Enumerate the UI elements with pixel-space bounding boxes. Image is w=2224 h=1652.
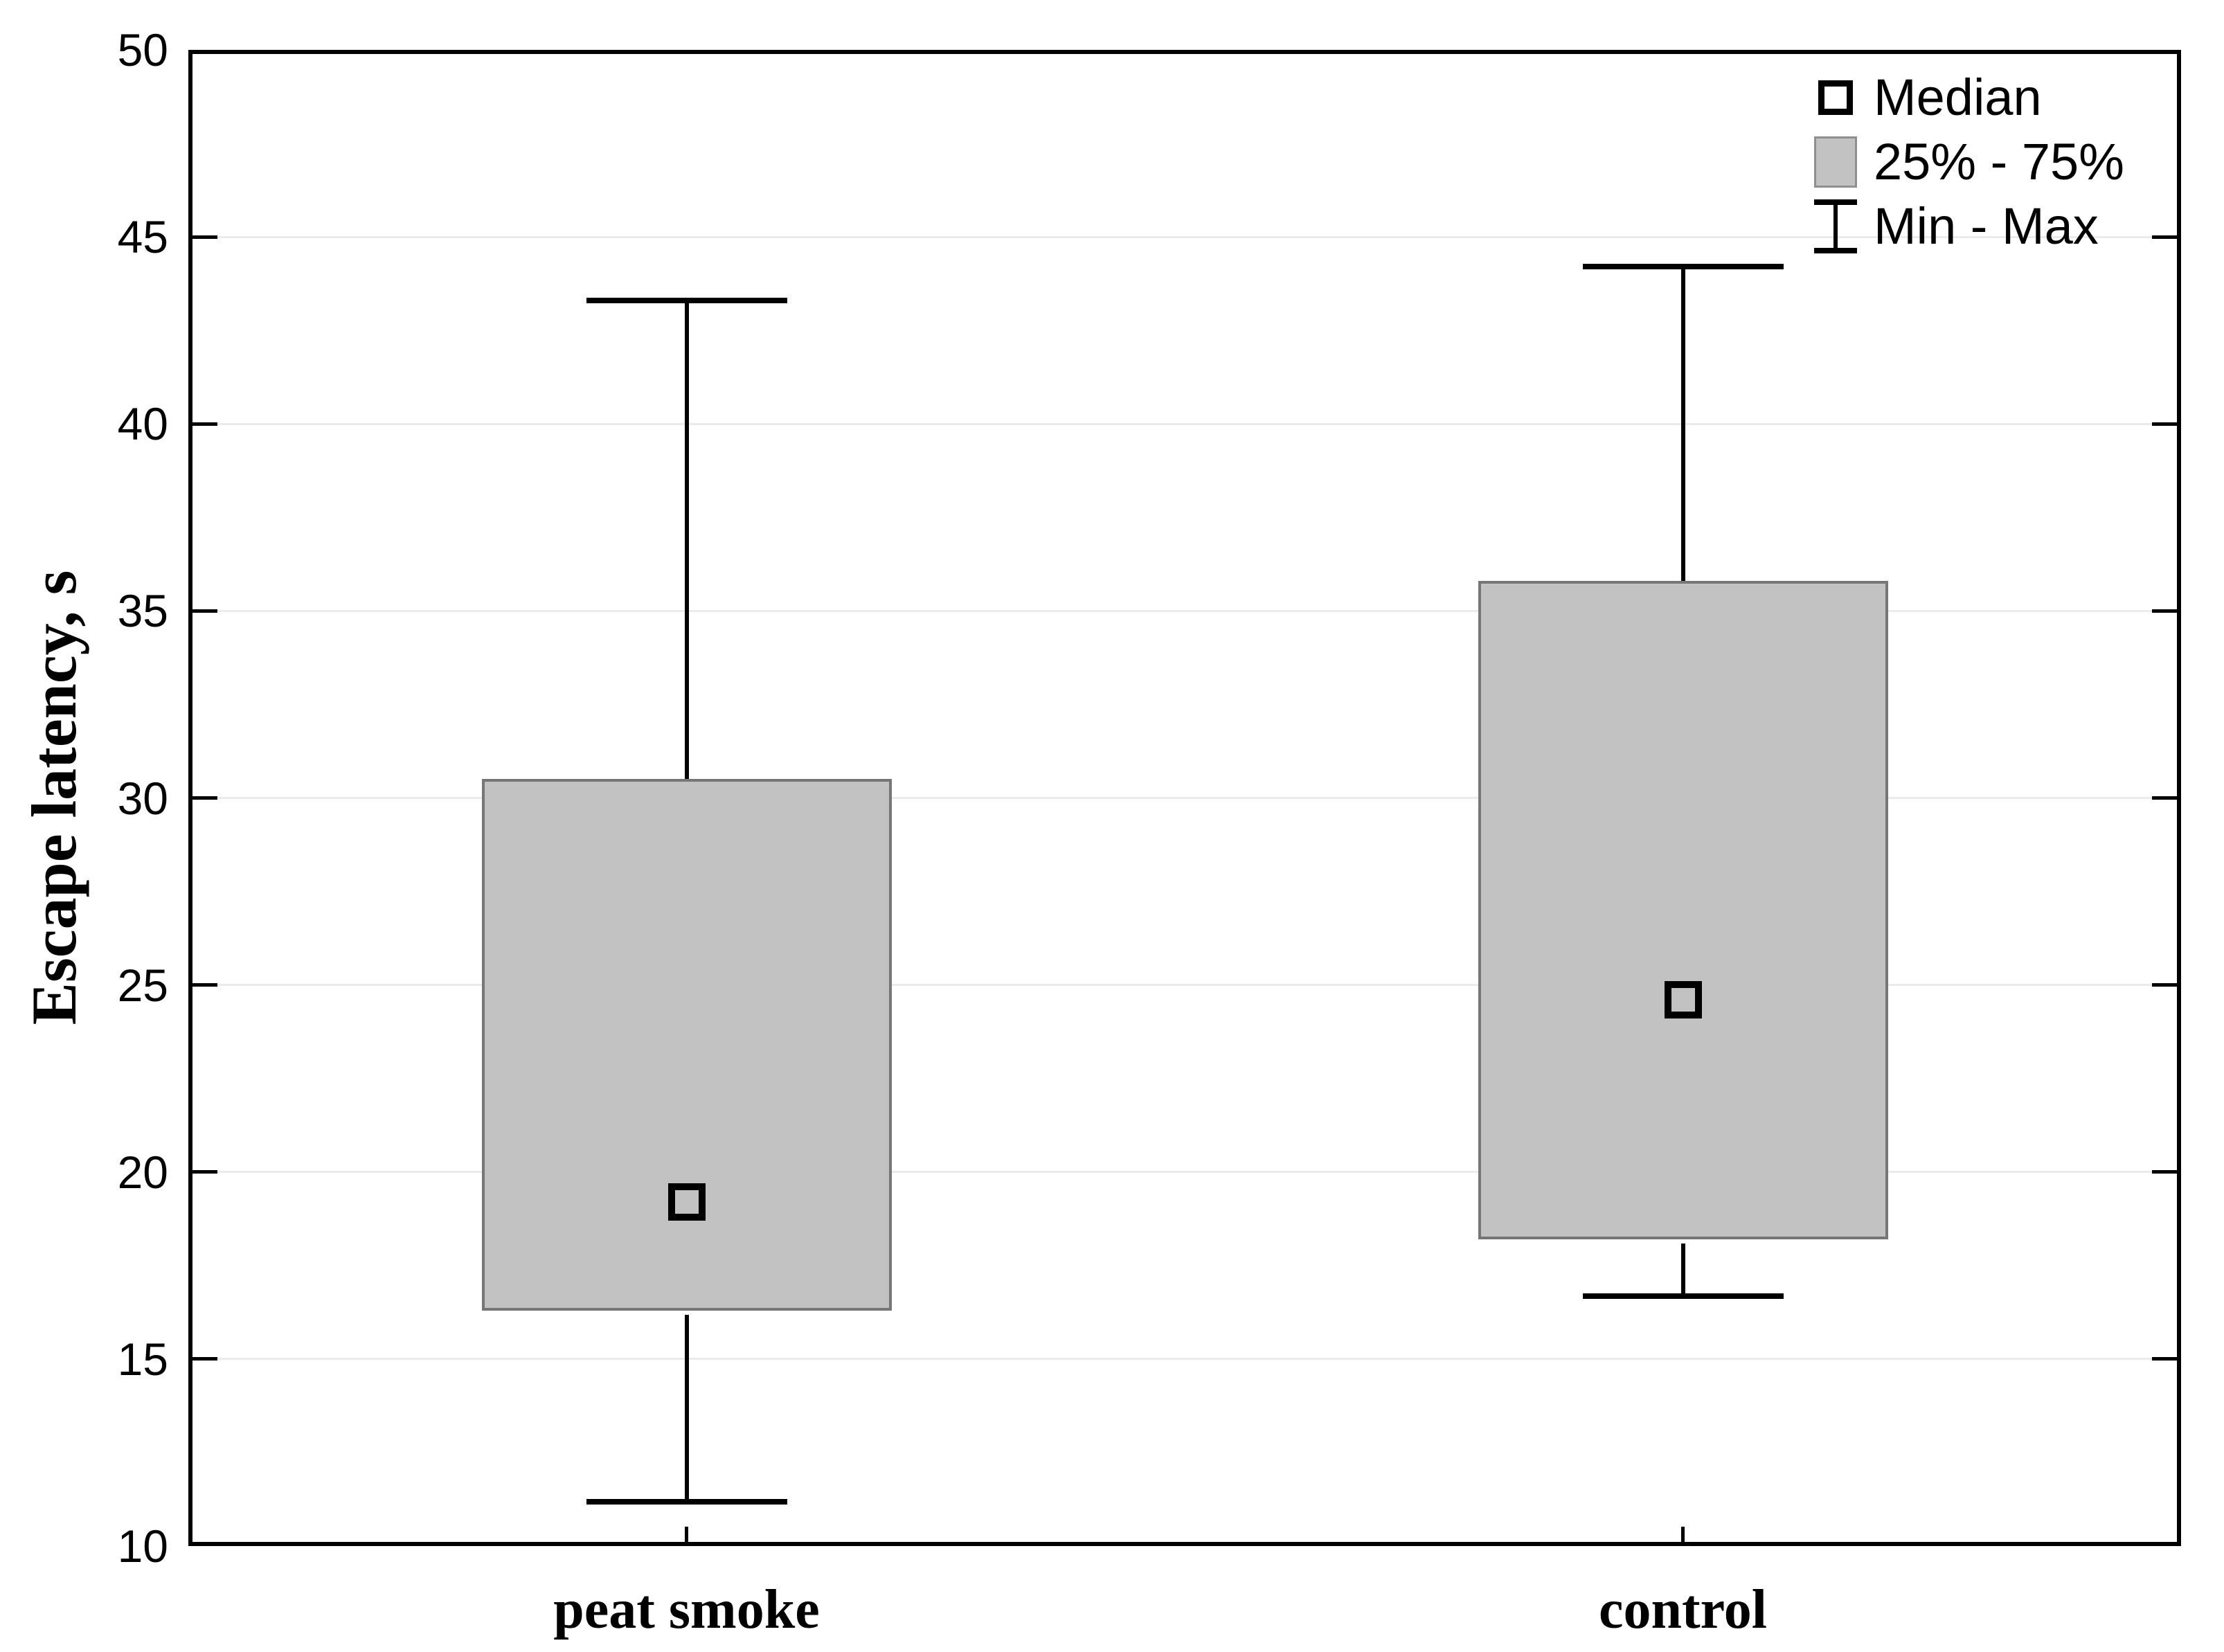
y-tick-mark-right-40 (2152, 422, 2177, 426)
median-marker-peat-smoke (667, 1183, 706, 1221)
median-square-icon (1818, 80, 1853, 115)
y-tick-mark-left-30 (192, 796, 217, 800)
y-tick-label-25: 25 (117, 959, 168, 1011)
lower-whisker-peat-smoke (684, 1314, 689, 1502)
y-tick-mark-left-40 (192, 422, 217, 426)
whisker-stem-glyph (1833, 201, 1838, 251)
y-tick-label-10: 10 (117, 1520, 168, 1572)
y-tick-label-20: 20 (117, 1146, 168, 1198)
y-tick-label-15: 15 (117, 1333, 168, 1385)
gridline-45 (192, 235, 2177, 238)
gridline-30 (192, 797, 2177, 799)
min-max-whisker-icon (1814, 199, 1857, 253)
legend-item-median: Median (1807, 65, 2124, 129)
legend: Median 25% - 75% Min - Max (1807, 65, 2124, 258)
legend-label-median: Median (1874, 68, 2042, 126)
whisker-cap-glyph (1814, 247, 1857, 253)
y-tick-mark-right-35 (2152, 609, 2177, 613)
gridline-15 (192, 1358, 2177, 1361)
y-tick-mark-right-25 (2152, 983, 2177, 987)
y-tick-label-40: 40 (117, 398, 168, 450)
max-cap-peat-smoke (586, 297, 787, 303)
upper-whisker-peat-smoke (684, 300, 689, 780)
y-tick-label-30: 30 (117, 772, 168, 824)
gridline-40 (192, 422, 2177, 425)
legend-label-minmax: Min - Max (1874, 197, 2099, 255)
x-tick-mark-peat-smoke (685, 1527, 688, 1542)
y-tick-mark-left-45 (192, 235, 217, 239)
legend-item-minmax: Min - Max (1807, 194, 2124, 258)
category-label-peat-smoke: peat smoke (553, 1579, 820, 1640)
y-tick-mark-right-30 (2152, 796, 2177, 800)
y-tick-mark-right-45 (2152, 235, 2177, 239)
median-marker-control (1664, 981, 1702, 1019)
iqr-box-icon (1814, 136, 1857, 188)
x-tick-mark-control (1681, 1527, 1685, 1542)
iqr-box-peat-smoke (481, 779, 892, 1311)
iqr-box-control (1478, 581, 1888, 1239)
legend-item-iqr: 25% - 75% (1807, 129, 2124, 194)
y-tick-mark-left-35 (192, 609, 217, 613)
y-tick-mark-left-25 (192, 983, 217, 987)
gridline-35 (192, 609, 2177, 612)
legend-icon-cell (1807, 199, 1864, 253)
legend-icon-cell (1807, 136, 1864, 188)
y-tick-mark-right-20 (2152, 1170, 2177, 1174)
y-tick-label-50: 50 (117, 24, 168, 75)
category-label-control: control (1599, 1579, 1767, 1640)
gridline-20 (192, 1171, 2177, 1174)
max-cap-control (1582, 264, 1784, 270)
legend-label-iqr: 25% - 75% (1874, 132, 2124, 190)
lower-whisker-control (1680, 1243, 1685, 1296)
upper-whisker-control (1680, 267, 1685, 582)
min-cap-peat-smoke (586, 1498, 787, 1505)
y-tick-mark-right-15 (2152, 1357, 2177, 1361)
y-tick-label-45: 45 (117, 211, 168, 263)
gridline-25 (192, 984, 2177, 987)
y-tick-mark-left-20 (192, 1170, 217, 1174)
min-cap-control (1582, 1293, 1784, 1299)
plot-area (188, 50, 2181, 1546)
legend-icon-cell (1807, 80, 1864, 115)
y-tick-mark-left-15 (192, 1357, 217, 1361)
y-tick-label-35: 35 (117, 585, 168, 637)
